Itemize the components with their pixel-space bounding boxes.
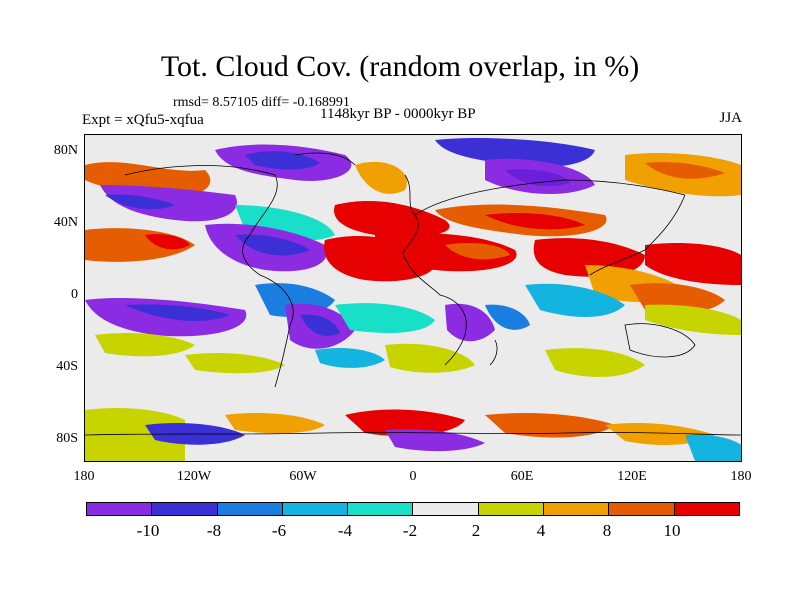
lon-label-60w: 60W [289, 469, 317, 484]
colorbar-swatch [674, 503, 739, 515]
lon-label-0: 0 [409, 469, 417, 484]
season-label: JJA [719, 110, 742, 126]
colorbar-label: -4 [337, 521, 353, 540]
colorbar-swatch [609, 503, 675, 515]
colorbar-label: -8 [206, 521, 222, 540]
stats-text: rmsd= 8.57105 diff= -0.168991 [173, 95, 350, 110]
colorbar-label: -2 [402, 521, 418, 540]
colorbar-label: 4 [536, 521, 546, 540]
lon-label-180w: 180 [73, 469, 95, 484]
lon-label-120e: 120E [617, 469, 647, 484]
colorbar-label: -6 [271, 521, 287, 540]
lat-label-40s: 40S [56, 359, 78, 374]
colorbar-swatch [282, 503, 349, 515]
colorbar-label: 2 [471, 521, 481, 540]
colorbar-label: -10 [136, 521, 160, 540]
colorbar-swatch [348, 503, 414, 515]
colorbar-swatch [87, 503, 153, 515]
colorbar-label: 10 [663, 521, 681, 540]
lon-label-180e: 180 [730, 469, 752, 484]
lat-label-40n: 40N [53, 215, 78, 230]
lat-label-80s: 80S [56, 431, 78, 446]
colorbar-swatch [217, 503, 283, 515]
colorbar-swatch [152, 503, 218, 515]
map-panel [84, 134, 742, 462]
colorbar-label: 8 [602, 521, 612, 540]
lat-label-0: 0 [71, 287, 78, 302]
lat-label-80n: 80N [53, 143, 78, 158]
period-text: 1148kyr BP - 0000kyr BP [320, 106, 476, 122]
anomaly-field [85, 135, 741, 461]
map-title: Tot. Cloud Cov. (random overlap, in %) [160, 50, 640, 83]
coastlines [85, 152, 741, 436]
colorbar [86, 502, 740, 516]
colorbar-swatch [478, 503, 545, 515]
colorbar-swatch [413, 503, 479, 515]
lon-label-120w: 120W [176, 469, 212, 484]
experiment-label: Expt = xQfu5-xqfua [82, 112, 204, 128]
lon-label-60e: 60E [510, 469, 534, 484]
colorbar-swatch [544, 503, 610, 515]
